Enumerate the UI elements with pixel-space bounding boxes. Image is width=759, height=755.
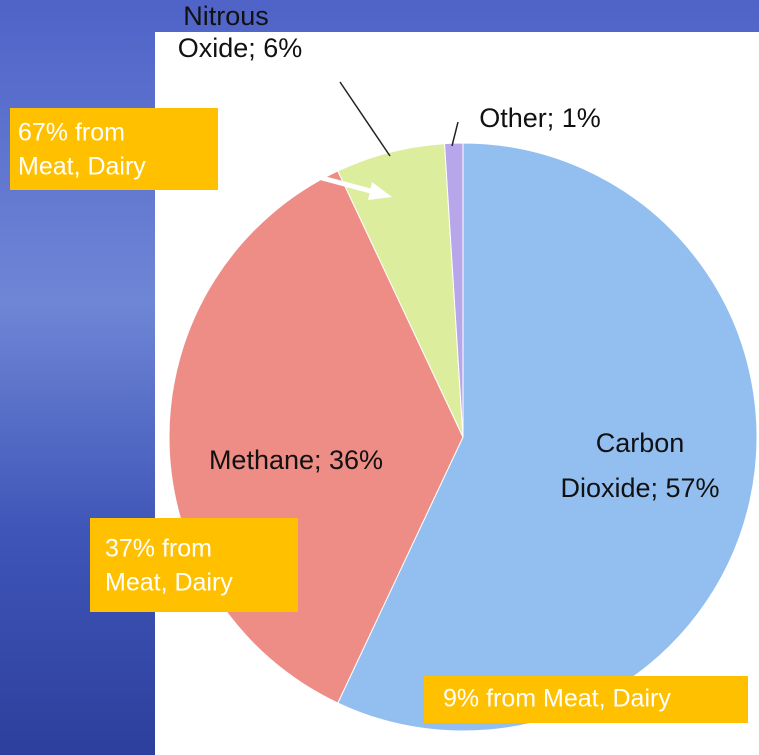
pie-slice <box>444 142 464 438</box>
arrow-head <box>368 182 392 200</box>
pie-slice <box>337 142 758 732</box>
data-label: Oxide; 6% <box>178 33 303 63</box>
annotation: Meat, Dairy <box>105 569 233 597</box>
labels: Carbon Dioxide; 57% Methane; 36% NitrousOxi… <box>178 1 720 503</box>
annotation: 9% from Meat, Dairy <box>443 685 671 713</box>
annotation-box <box>10 108 218 190</box>
data-label: Nitrous <box>183 1 269 31</box>
annotation-box <box>424 676 748 723</box>
data-label: Methane; 36% <box>209 445 383 475</box>
arrow <box>321 175 379 196</box>
data-label: Carbon <box>596 428 685 458</box>
data-label: Dioxide; 57% <box>560 473 719 503</box>
annotation: 37% from <box>105 535 212 563</box>
leader-line <box>339 81 391 157</box>
pie <box>168 142 758 732</box>
annotation: Meat, Dairy <box>18 153 146 181</box>
data-label: Other; 1% <box>479 103 601 133</box>
leader-line <box>451 121 459 147</box>
annotation-box <box>90 518 298 612</box>
annotation: 67% from <box>18 119 125 147</box>
annotations: 67% from Meat, Dairy 37% from Meat, Dairy 9%… <box>18 119 671 713</box>
